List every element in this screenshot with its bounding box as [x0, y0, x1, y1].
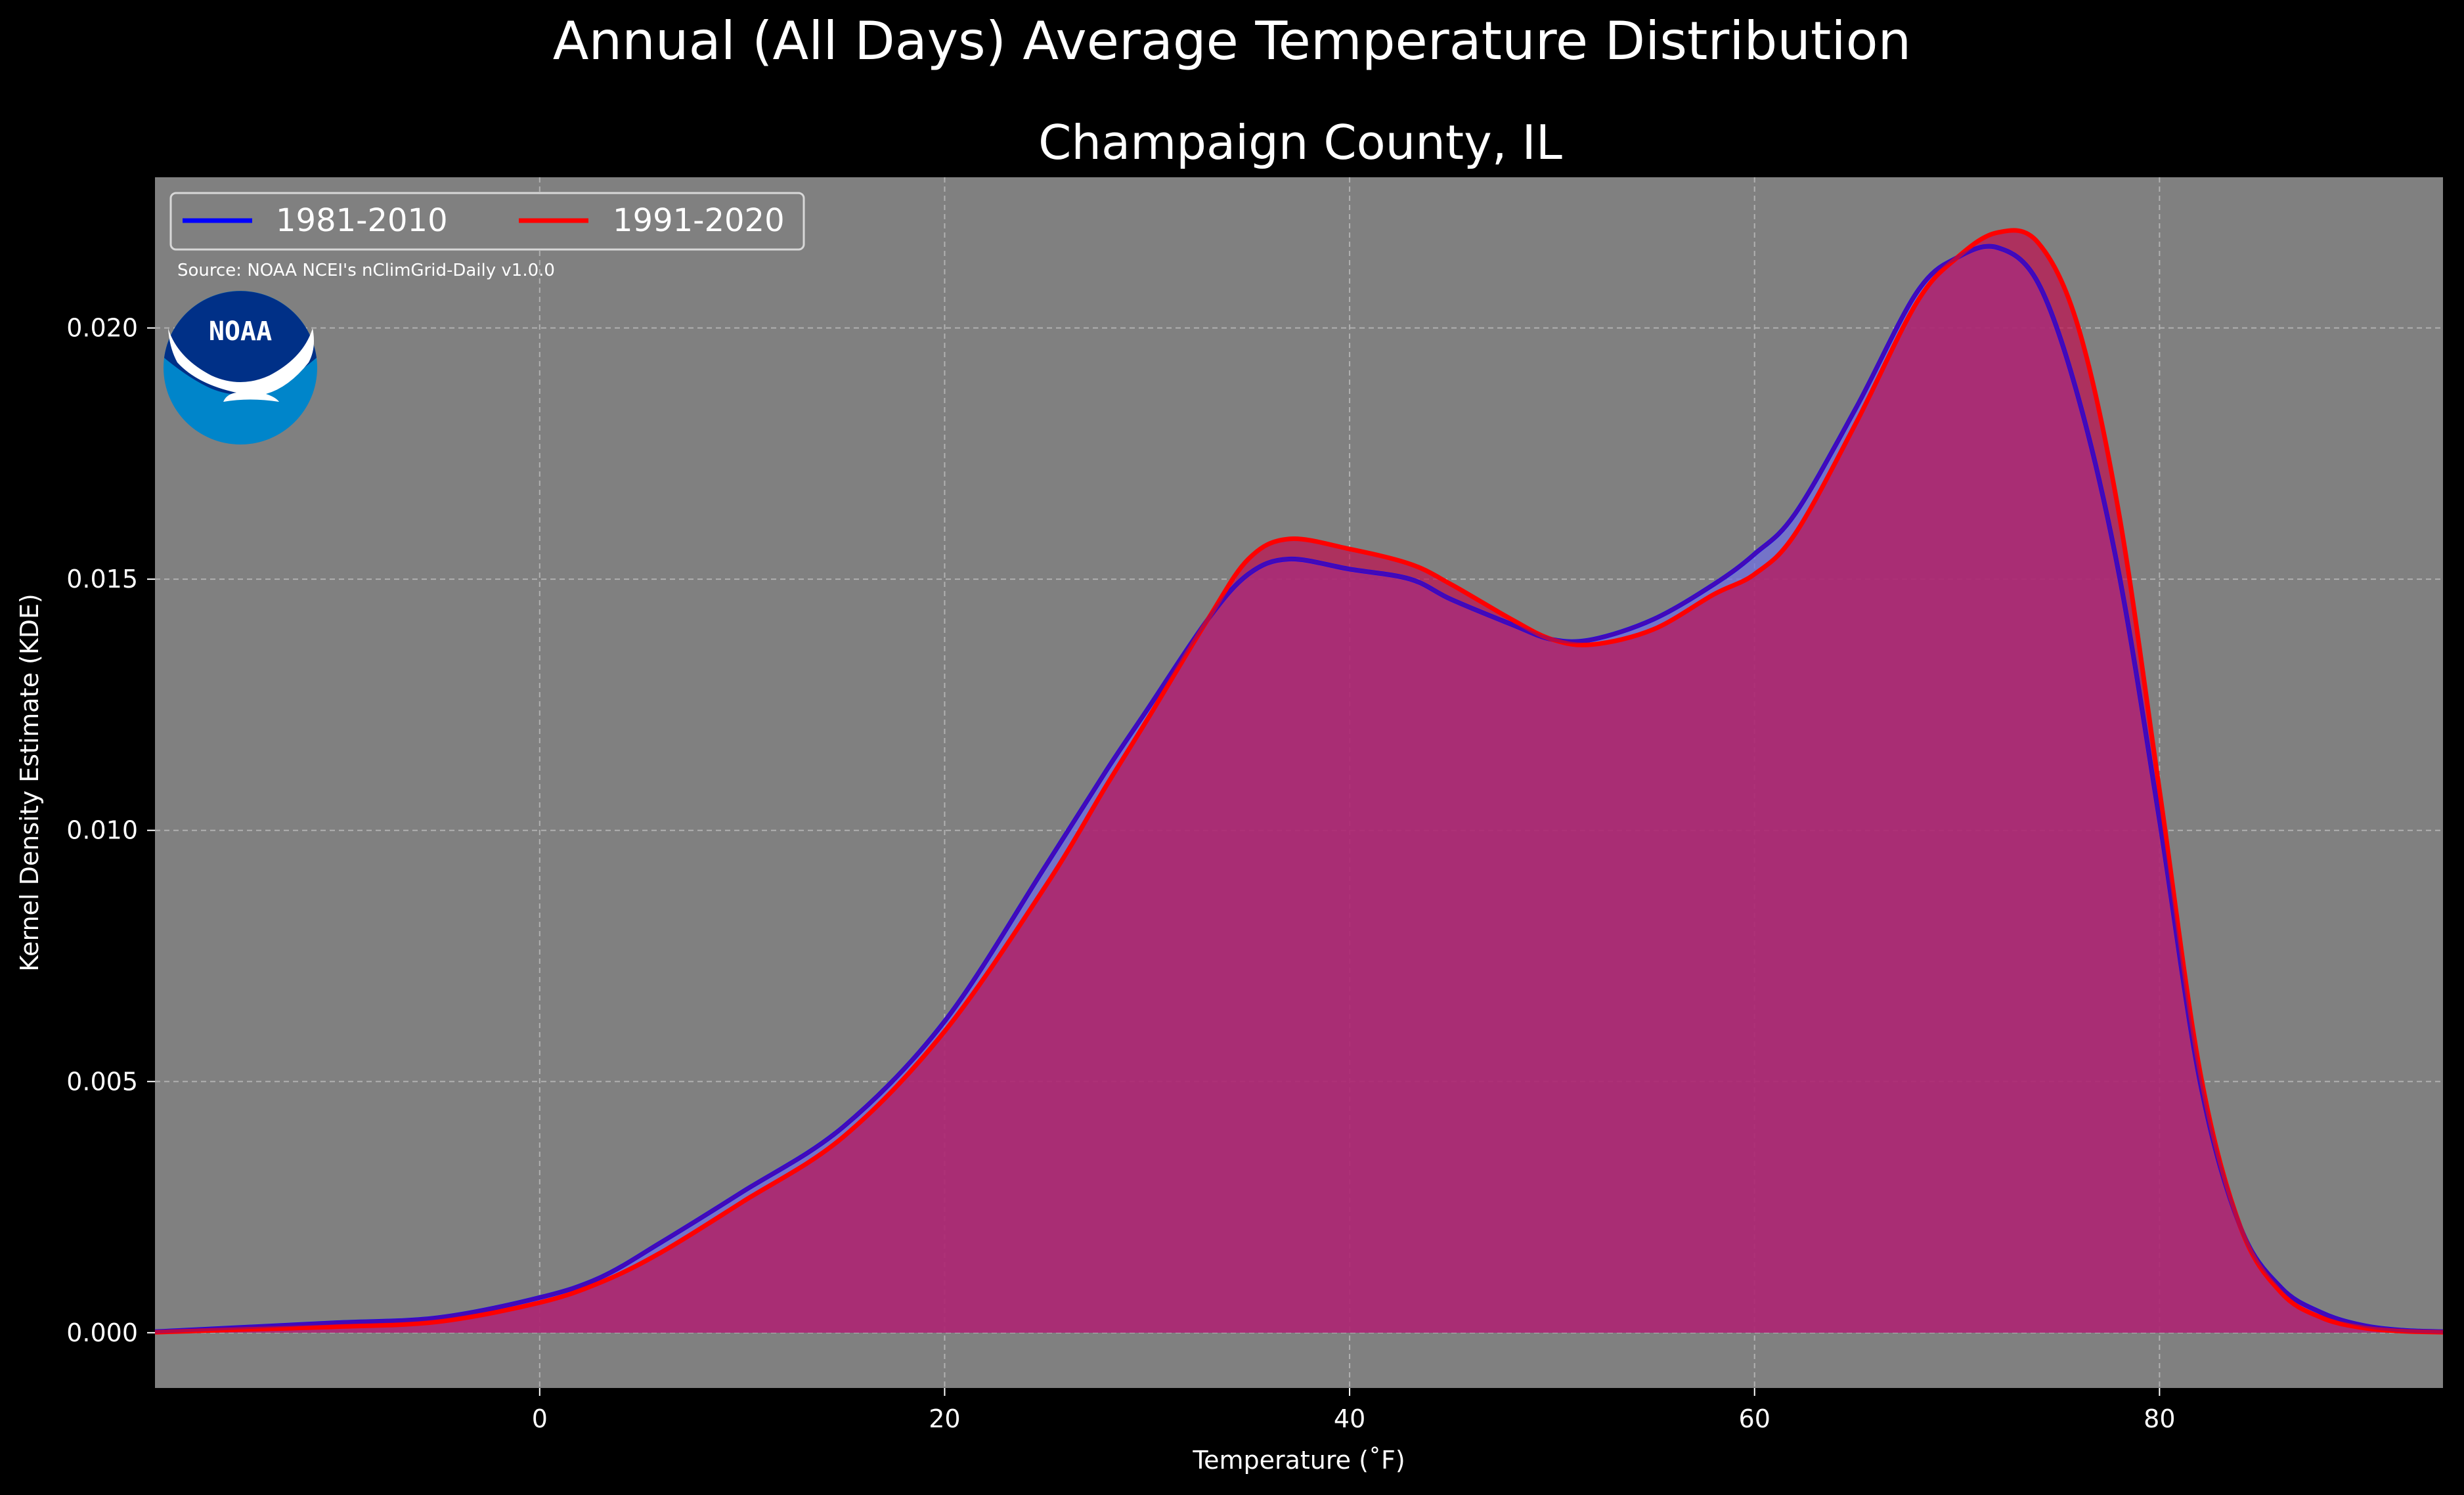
series-lines [154, 228, 2444, 1335]
chart-title: Champaign County, IL [1038, 115, 1562, 170]
y-tick-label: 0.020 [66, 314, 138, 343]
noaa-logo: NOAA [164, 291, 317, 444]
x-tick-label: 40 [1334, 1404, 1365, 1433]
x-tick-label: 60 [1739, 1404, 1771, 1433]
x-axis-label: Temperature (˚F) [1192, 1446, 1405, 1475]
y-tick-label: 0.015 [66, 565, 138, 594]
noaa-logo-text: NOAA [209, 316, 272, 347]
y-axis-ticks: 0.000 0.005 0.010 0.015 0.020 [66, 314, 155, 1347]
y-axis-label: Kernel Density Estimate (KDE) [15, 594, 44, 972]
overlap-line [154, 244, 2444, 1334]
legend-label-1981-2010: 1981-2010 [276, 202, 448, 239]
series-areas [155, 230, 2443, 1333]
x-tick-label: 20 [929, 1404, 960, 1433]
x-tick-label: 0 [532, 1404, 548, 1433]
area-1991-2020 [155, 230, 2443, 1333]
legend-frame [169, 192, 805, 251]
figure-suptitle: Annual (All Days) Average Temperature Di… [553, 11, 1911, 72]
y-tick-label: 0.005 [66, 1067, 138, 1096]
source-attribution: Source: NOAA NCEI's nClimGrid-Daily v1.0… [177, 261, 555, 280]
x-axis-ticks: 0 20 40 60 80 [532, 1388, 2176, 1433]
y-tick-label: 0.010 [66, 816, 138, 845]
legend-label-1991-2020: 1991-2020 [613, 202, 785, 239]
y-tick-label: 0.000 [66, 1318, 138, 1347]
legend: 1981-2010 1991-2020 [169, 192, 805, 251]
x-tick-label: 80 [2144, 1404, 2175, 1433]
